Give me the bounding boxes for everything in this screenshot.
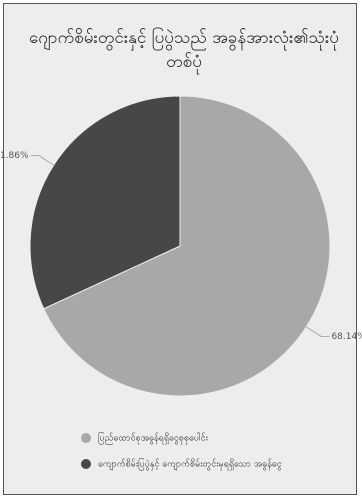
legend-swatch [81,433,91,443]
legend-label: ပြည်ထောင်စုအခွန်ရရှိငွေစုစုပေါင်း [98,432,209,445]
value-label: 68.14% [331,332,362,342]
value-label: 31.86% [0,151,29,161]
leader-line [30,154,54,166]
leader-line [306,326,330,338]
legend-label: ကျောက်စိမ်းပြပွဲနှင့် ကျောက်စိမ်းတွင်းမှ… [98,458,282,471]
pie-slice [43,95,331,397]
chart-title: ဂျောက်စိမ်းတွင်းနှင့် ပြပွဲသည် အခွန်အားလ… [28,28,339,72]
legend-swatch [81,459,91,469]
